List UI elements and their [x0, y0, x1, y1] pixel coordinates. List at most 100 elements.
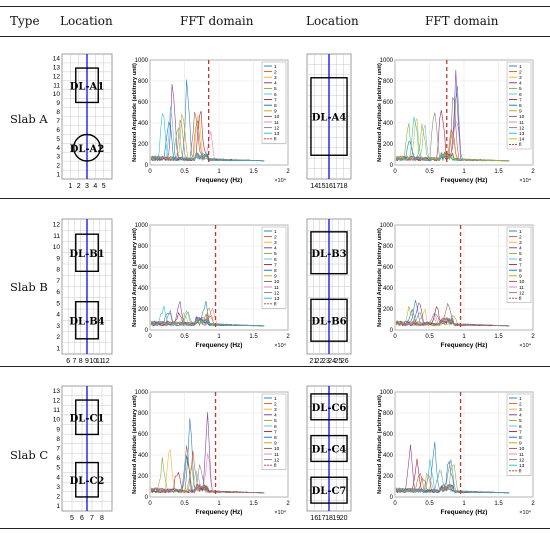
x-axis-scale: ×10⁴	[519, 509, 531, 516]
legend-entry: 13	[274, 131, 280, 137]
y-tick-label: 10	[53, 91, 61, 98]
row-slab-c: 5 6 7 812345678910111213DL-C1DL-C2020040060…	[53, 385, 535, 522]
y-tick-label: 0	[390, 163, 394, 169]
slab-c-label: Slab C	[10, 448, 49, 462]
defect-region-rect	[75, 300, 99, 340]
legend-entry: 8	[274, 103, 277, 109]
y-axis-label: Normalized Amplitude (arbitrary unit)	[132, 395, 138, 494]
x-tick-label: 1.5	[494, 334, 503, 340]
y-axis-label: Normalized Amplitude (arbitrary unit)	[377, 63, 383, 162]
y-tick-label: 11	[53, 233, 60, 240]
fft-series-line	[395, 117, 510, 162]
legend-box	[261, 393, 287, 471]
y-tick-label: 400	[383, 121, 394, 127]
x-tick-label: 0.5	[425, 501, 434, 507]
x-axis-label: Frequency (Hz)	[196, 177, 243, 184]
y-tick-label: 1000	[380, 390, 394, 396]
x-tick-label: 24	[328, 358, 336, 365]
y-tick-label: 11	[53, 82, 60, 89]
legend-entry: 6	[274, 257, 277, 263]
defect-region-circle	[73, 133, 101, 162]
y-tick-label: 600	[138, 432, 149, 438]
y-tick-label: 4	[56, 312, 60, 319]
legend-entry: fl	[274, 137, 276, 143]
x-tick-label: 18	[340, 183, 348, 190]
legend-box	[261, 61, 287, 144]
x-axis-label: Frequency (Hz)	[441, 509, 488, 516]
x-tick-label: 1.5	[494, 501, 503, 507]
y-axis-label: Normalized Amplitude (arbitrary unit)	[377, 228, 383, 327]
fft-series-line	[150, 464, 265, 494]
legend-entry: 12	[519, 125, 525, 131]
legend-entry: 9	[519, 441, 522, 447]
slab-a-label: Slab A	[10, 112, 48, 126]
legend-entry: 8	[519, 103, 522, 109]
legend-entry: 2	[274, 401, 277, 407]
x-tick-label: 3	[85, 183, 89, 190]
y-tick-label: 11	[53, 407, 60, 414]
y-tick-label: 0	[145, 328, 149, 334]
x-tick-label: 22	[316, 358, 324, 365]
legend-entry: 8	[519, 435, 522, 441]
x-tick-label: 0	[393, 501, 397, 507]
y-tick-label: 12	[53, 222, 61, 229]
x-tick-label: 1	[217, 169, 221, 175]
y-tick-label: 7	[56, 278, 60, 285]
table-bottom-rule	[0, 528, 550, 529]
defect-region-rect	[75, 399, 99, 436]
y-tick-label: 9	[56, 255, 60, 262]
x-tick-label: 19	[332, 515, 340, 522]
x-axis-label: Frequency (Hz)	[196, 509, 243, 516]
fft-series-line	[150, 305, 265, 327]
legend-entry: 6	[519, 424, 522, 430]
y-tick-label: 800	[383, 244, 394, 250]
y-tick-label: 10	[53, 244, 61, 251]
y-tick-label: 800	[383, 411, 394, 417]
row-slab-b: 6 7 8 9 101112123456789101112DL-B1DL-B402004…	[53, 218, 535, 365]
x-axis-label: Frequency (Hz)	[441, 342, 488, 349]
y-tick-label: 800	[138, 244, 149, 250]
x-tick-label: 4	[93, 183, 97, 190]
legend-entry: 5	[274, 86, 277, 92]
defect-region-rect	[310, 393, 348, 421]
legend-entry: 1	[519, 64, 522, 70]
x-tick-label: 15	[318, 183, 326, 190]
x-axis-scale: ×10⁴	[274, 342, 286, 349]
x-tick-label: 10	[89, 358, 97, 365]
y-tick-label: 800	[138, 411, 149, 417]
legend-entry: fl	[274, 302, 276, 308]
y-tick-label: 2	[56, 334, 60, 341]
defect-region-rect	[310, 298, 348, 342]
defect-region-label: DL-C4	[312, 445, 347, 456]
x-tick-label: 8	[79, 358, 83, 365]
x-tick-label: 14	[310, 183, 318, 190]
legend-entry: 3	[519, 407, 522, 413]
y-tick-label: 400	[383, 453, 394, 459]
y-tick-label: 13	[53, 64, 61, 71]
x-tick-label: 12	[102, 358, 110, 365]
legend-entry: 4	[274, 81, 277, 87]
legend-entry: 1	[519, 229, 522, 235]
header-fft-2: FFT domain	[425, 14, 499, 28]
defect-region-label: DL-B6	[311, 316, 346, 327]
legend-entry: 1	[274, 229, 277, 235]
x-tick-label: 8	[100, 515, 104, 522]
header-type: Type	[10, 14, 40, 28]
x-tick-label: 2	[286, 169, 290, 175]
legend-entry: 12	[519, 457, 525, 463]
y-tick-label: 400	[138, 453, 149, 459]
legend-entry: 9	[274, 274, 277, 280]
y-axis-label: Normalized Amplitude (arbitrary unit)	[377, 395, 383, 494]
y-tick-label: 600	[383, 265, 394, 271]
legend-box	[506, 393, 532, 476]
x-tick-label: 23	[322, 358, 330, 365]
x-tick-label: 0	[148, 334, 152, 340]
legend-entry: 6	[519, 257, 522, 263]
y-tick-label: 1000	[135, 223, 149, 229]
y-tick-label: 9	[56, 100, 60, 107]
legend-entry: 3	[274, 240, 277, 246]
x-tick-label: 1	[68, 183, 72, 190]
y-tick-label: 400	[138, 121, 149, 127]
x-tick-label: 1	[217, 501, 221, 507]
header-rule	[0, 36, 550, 37]
